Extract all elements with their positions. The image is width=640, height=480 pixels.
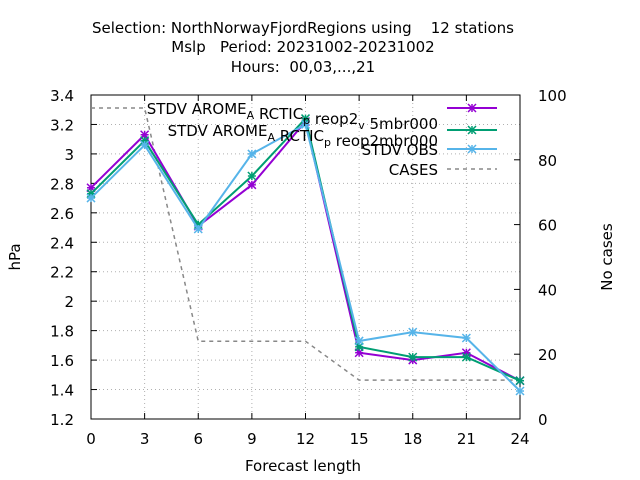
data-point [461,333,471,343]
data-point [247,171,257,181]
title-line-1: Selection: NorthNorwayFjordRegions using… [92,19,514,37]
data-point [461,352,471,362]
data-point [408,352,418,362]
legend-label: STDV AROMEA RCTICp reop2mbr000 [168,122,438,150]
y2-tick-label: 100 [538,87,567,105]
x-tick-label: 6 [193,430,203,448]
chart-title: Selection: NorthNorwayFjordRegions using… [92,19,514,76]
data-point [300,119,311,129]
series-cases [91,107,520,381]
data-point [515,376,525,386]
x-tick-label: 18 [403,430,422,448]
data-point [354,336,364,346]
y-tick-label: 2 [64,293,74,311]
y2-tick-label: 80 [538,152,557,170]
y-tick-label: 3.4 [50,87,74,105]
x-tick-label: 24 [510,430,529,448]
x-tick-label: 9 [247,430,257,448]
legend-label: CASES [389,161,438,179]
x-axis-label: Forecast length [245,457,361,475]
y-tick-label: 3.2 [50,116,74,134]
y2-tick-label: 60 [538,217,557,235]
data-point [515,386,525,396]
x-tick-label: 21 [457,430,476,448]
data-point [247,149,257,159]
data-point [467,144,477,154]
y-tick-label: 3 [64,146,74,164]
x-tick-label: 12 [296,430,315,448]
x-tick-label: 15 [350,430,369,448]
y2-tick-label: 0 [538,411,548,429]
data-point [467,125,477,135]
x-tick-label: 0 [86,430,96,448]
axis-ticks: 0 3 6 9 12 15 18 21 24 1.2 1.4 1.6 1.8 2 2.2 2.4 2.6 2.8 3… [50,87,567,448]
y-tick-label: 1.6 [50,352,74,370]
data-point [140,140,150,150]
title-line-3: Hours: 00,03,...,21 [231,58,375,76]
y-tick-label: 1.4 [50,382,74,400]
y2-axis-label: No cases [598,223,616,291]
data-point [247,180,257,190]
data-point [86,193,96,203]
title-line-2: Mslp Period: 20231002-20231002 [171,38,434,56]
series-layer [86,107,525,396]
x-tick-label: 3 [140,430,150,448]
data-point [193,224,203,234]
legend-label: STDV AROMEA RCTICp reop2v 5mbr000 [147,100,438,133]
y-tick-label: 2.6 [50,205,74,223]
series-line [91,107,520,381]
y-tick-label: 1.2 [50,411,74,429]
legend-label: STDV OBS [362,141,438,159]
y-tick-label: 1.8 [50,323,74,341]
data-point [467,103,477,113]
y2-tick-label: 40 [538,281,557,299]
y-axis-label: hPa [6,243,24,270]
data-point [408,327,418,337]
y-tick-label: 2.2 [50,264,74,282]
y-tick-label: 2.4 [50,234,74,252]
series-stdv-obs [86,119,525,396]
y-tick-label: 2.8 [50,175,74,193]
y2-tick-label: 20 [538,346,557,364]
